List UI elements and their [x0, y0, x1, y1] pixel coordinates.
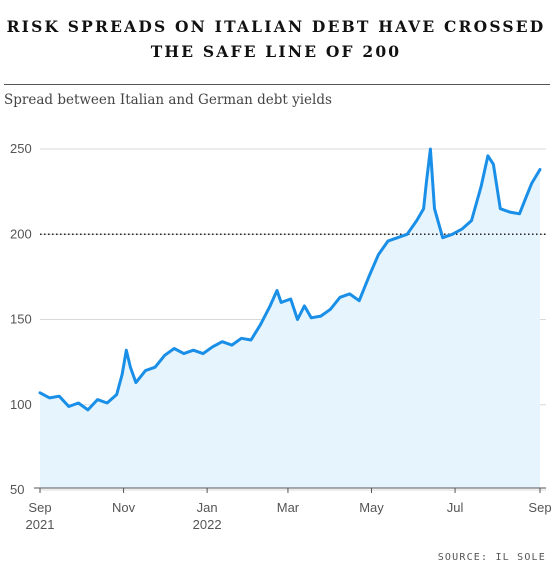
- x-tick-label-3: Mar: [277, 500, 300, 515]
- chart-subtitle: Spread between Italian and German debt y…: [4, 92, 332, 108]
- x-tick-sublabel-0: 2021: [26, 517, 55, 532]
- y-tick-label-200: 200: [10, 226, 32, 241]
- source-note: SOURCE: IL SOLE: [437, 552, 546, 563]
- title-divider: [4, 84, 550, 85]
- x-tick-sublabel-2: 2022: [193, 517, 222, 532]
- chart-title-line-1: RISK SPREADS ON ITALIAN DEBT HAVE CROSSE…: [6, 17, 546, 36]
- y-tick-label-100: 100: [10, 397, 32, 412]
- y-tick-label-150: 150: [10, 312, 32, 327]
- x-tick-label-4: May: [359, 500, 384, 515]
- x-tick-label-0: Sep: [28, 500, 51, 515]
- y-tick-label-50: 50: [10, 482, 24, 497]
- chart-title: RISK SPREADS ON ITALIAN DEBT HAVE CROSSE…: [0, 14, 552, 64]
- y-tick-label-250: 250: [10, 141, 32, 156]
- series-line: [38, 147, 542, 412]
- x-tick-label-2: Jan: [197, 500, 218, 515]
- x-tick-label-5: Jul: [447, 500, 464, 515]
- chart-title-line-2: THE SAFE LINE OF 200: [150, 42, 402, 61]
- x-tick-label-1: Nov: [112, 500, 136, 515]
- series-area: [40, 149, 540, 488]
- x-tick-label-6: Sep: [528, 500, 551, 515]
